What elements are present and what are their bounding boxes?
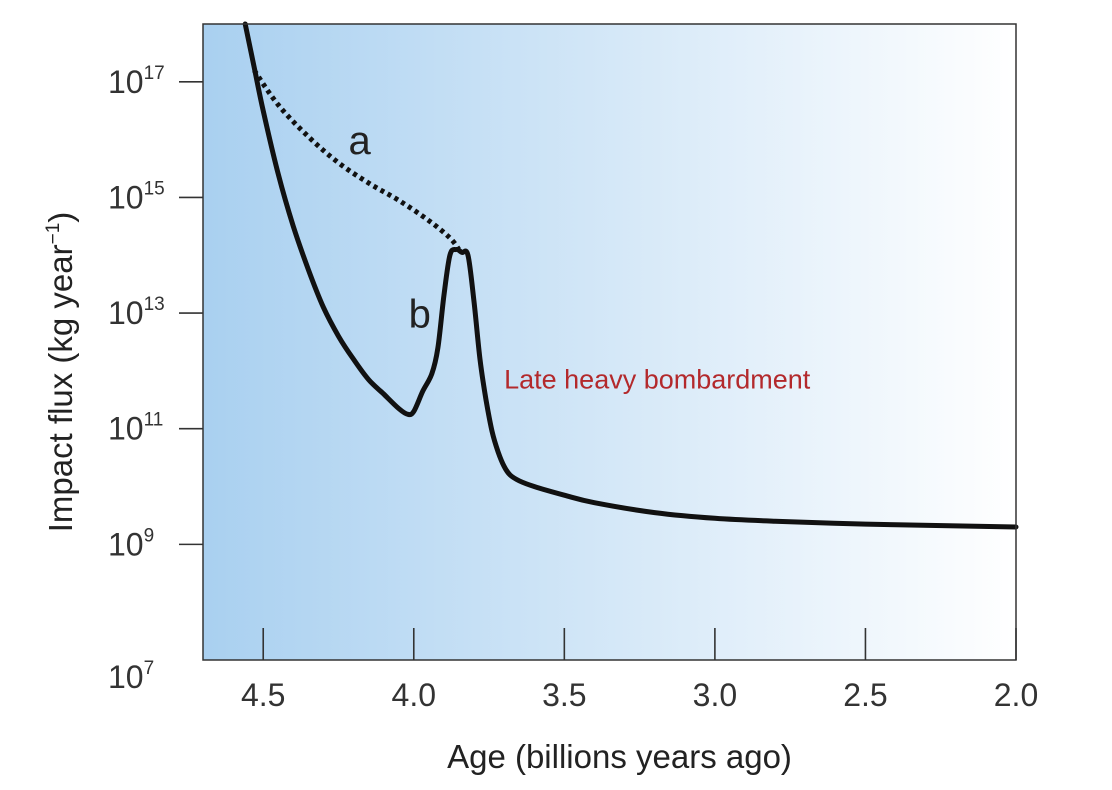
x-tick-label: 2.5 bbox=[843, 677, 887, 713]
y-tick-label-base: 10 bbox=[108, 179, 144, 215]
x-axis-ticks: 4.5 4.0 3.5 3.0 2.5 2.0 bbox=[241, 628, 1038, 713]
y-tick-label-exponent: 9 bbox=[144, 525, 155, 546]
y-tick-label: 1013 bbox=[108, 294, 165, 331]
y-tick-label-exponent: 13 bbox=[144, 294, 165, 315]
x-tick-label: 3.0 bbox=[693, 677, 737, 713]
x-tick-label: 3.5 bbox=[542, 677, 586, 713]
series-label-a: a bbox=[348, 119, 371, 163]
y-tick-label: 1015 bbox=[108, 178, 165, 215]
y-tick-label-exponent: 15 bbox=[144, 178, 165, 199]
y-tick-label-base: 10 bbox=[108, 411, 144, 447]
series-line-a bbox=[252, 68, 461, 252]
y-axis-title: Impact flux (kg year−1) bbox=[42, 212, 79, 533]
y-tick-label: 1017 bbox=[108, 63, 165, 100]
y-axis-title-main: Impact flux (kg year bbox=[42, 244, 79, 532]
y-tick-label: 107 bbox=[108, 658, 154, 695]
x-tick-label: 2.0 bbox=[994, 677, 1038, 713]
plot-background bbox=[203, 24, 1016, 660]
x-tick-label: 4.0 bbox=[392, 677, 436, 713]
y-axis-title-tail: ) bbox=[42, 212, 79, 223]
series-line-b bbox=[242, 21, 1019, 530]
y-tick-label-exponent: 17 bbox=[144, 63, 165, 84]
annotation-late-heavy-bombardment: Late heavy bombardment bbox=[504, 364, 811, 394]
x-axis-title: Age (billions years ago) bbox=[447, 738, 792, 775]
y-tick-label: 109 bbox=[108, 525, 154, 562]
y-tick-label-exponent: 7 bbox=[144, 658, 155, 679]
y-tick-label-base: 10 bbox=[108, 64, 144, 100]
x-tick-label: 4.5 bbox=[241, 677, 285, 713]
y-tick-label-exponent: 11 bbox=[144, 410, 164, 431]
series-labels: a b Late heavy bombardment bbox=[348, 119, 810, 394]
y-tick-label-base: 10 bbox=[108, 526, 144, 562]
y-tick-label-base: 10 bbox=[108, 659, 144, 695]
series-label-b: b bbox=[409, 293, 431, 337]
y-tick-label: 1011 bbox=[108, 410, 163, 447]
y-tick-label-base: 10 bbox=[108, 295, 144, 331]
y-axis-title-sup: −1 bbox=[43, 223, 64, 245]
series-layer bbox=[242, 21, 1019, 530]
plot-frame bbox=[202, 23, 1017, 661]
